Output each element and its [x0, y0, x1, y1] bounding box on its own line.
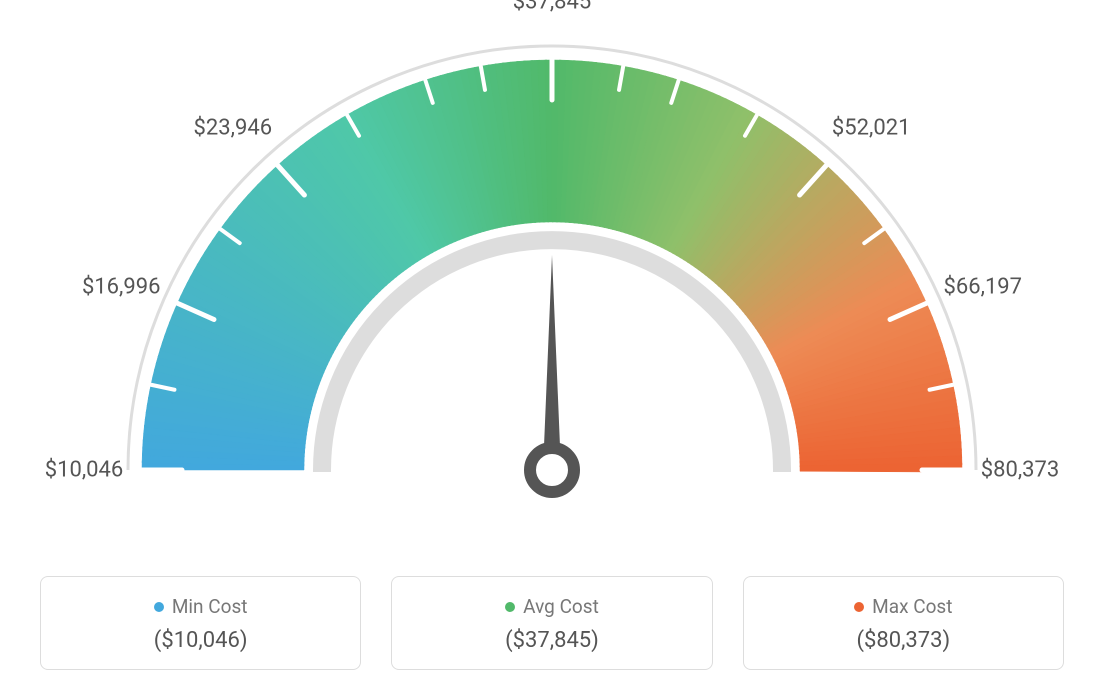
max-dot-icon	[854, 602, 864, 612]
avg-cost-card: Avg Cost ($37,845)	[391, 576, 712, 670]
min-cost-value: ($10,046)	[51, 628, 350, 653]
avg-cost-value: ($37,845)	[402, 628, 701, 653]
gauge-chart: $10,046 $16,996 $23,946 $37,845 $52,021 $66,1…	[0, 0, 1104, 560]
avg-dot-icon	[505, 602, 515, 612]
gauge-svg	[0, 0, 1104, 560]
avg-cost-title: Avg Cost	[505, 595, 599, 618]
min-dot-icon	[154, 602, 164, 612]
gauge-tick-label: $23,946	[194, 115, 273, 140]
gauge-tick-label: $16,996	[82, 275, 161, 300]
gauge-tick-label: $66,197	[944, 275, 1023, 300]
max-cost-title: Max Cost	[854, 595, 952, 618]
max-cost-card: Max Cost ($80,373)	[743, 576, 1064, 670]
gauge-tick-label: $37,845	[513, 0, 592, 15]
min-cost-label: Min Cost	[172, 595, 248, 618]
min-cost-title: Min Cost	[154, 595, 248, 618]
summary-cards: Min Cost ($10,046) Avg Cost ($37,845) Ma…	[40, 576, 1064, 670]
max-cost-value: ($80,373)	[754, 628, 1053, 653]
gauge-tick-label: $10,046	[45, 458, 124, 483]
gauge-tick-label: $52,021	[832, 115, 911, 140]
min-cost-card: Min Cost ($10,046)	[40, 576, 361, 670]
max-cost-label: Max Cost	[872, 595, 952, 618]
gauge-tick-label: $80,373	[981, 458, 1060, 483]
avg-cost-label: Avg Cost	[523, 595, 599, 618]
